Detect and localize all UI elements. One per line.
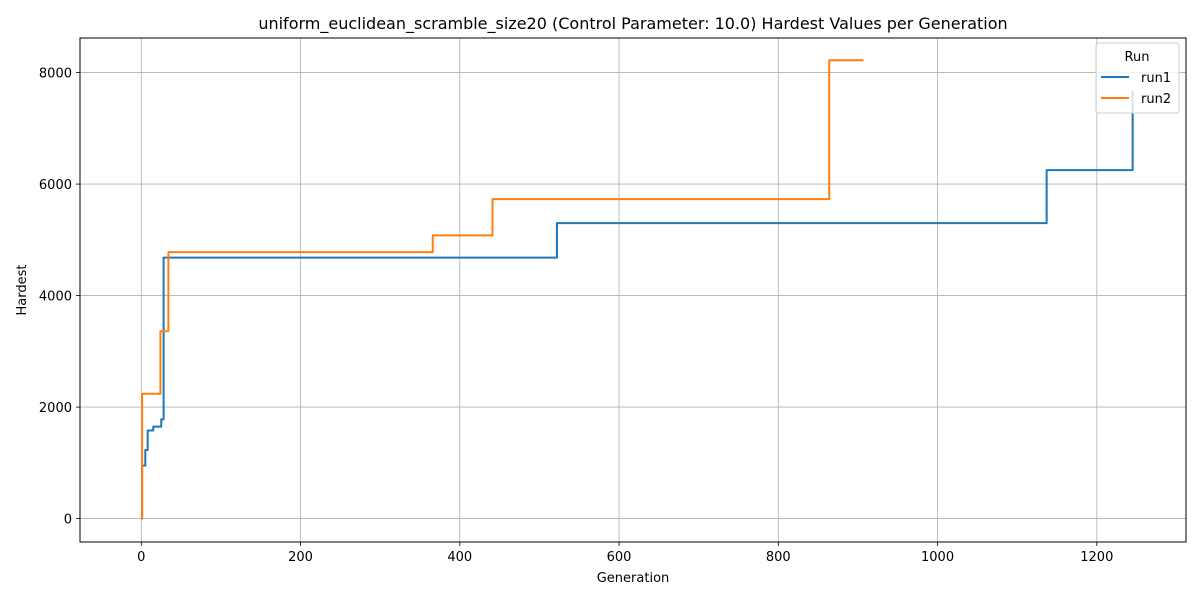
- x-tick-label: 600: [607, 550, 632, 565]
- x-tick-label: 1200: [1080, 550, 1113, 565]
- x-tick-label: 0: [137, 550, 145, 565]
- grid: [80, 38, 1186, 542]
- legend: Run run1 run2: [1095, 42, 1180, 114]
- series-line-run2: [141, 59, 864, 520]
- legend-label-run1: run1: [1141, 71, 1171, 86]
- x-tick-label: 200: [288, 550, 313, 565]
- y-tick-label: 2000: [39, 401, 72, 416]
- series-layer: [141, 59, 1134, 520]
- legend-box: [1095, 42, 1180, 114]
- y-tick-label: 0: [64, 513, 72, 528]
- axes-ticks: 0 200 400 600 800 1000 1200 0 2000 4000 6000 8000: [39, 67, 1113, 565]
- series-line-run1: [141, 90, 1134, 520]
- legend-label-run2: run2: [1141, 92, 1171, 107]
- y-tick-label: 4000: [39, 290, 72, 305]
- x-tick-label: 800: [766, 550, 791, 565]
- legend-title: Run: [1125, 50, 1150, 65]
- chart-title: uniform_euclidean_scramble_size20 (Contr…: [258, 14, 1007, 34]
- x-tick-label: 1000: [921, 550, 954, 565]
- y-tick-label: 8000: [39, 67, 72, 82]
- x-axis-label: Generation: [597, 571, 670, 586]
- y-axis-label: Hardest: [15, 265, 30, 316]
- x-tick-label: 400: [447, 550, 472, 565]
- plot-area-frame: [79, 37, 1187, 543]
- y-tick-label: 6000: [39, 178, 72, 193]
